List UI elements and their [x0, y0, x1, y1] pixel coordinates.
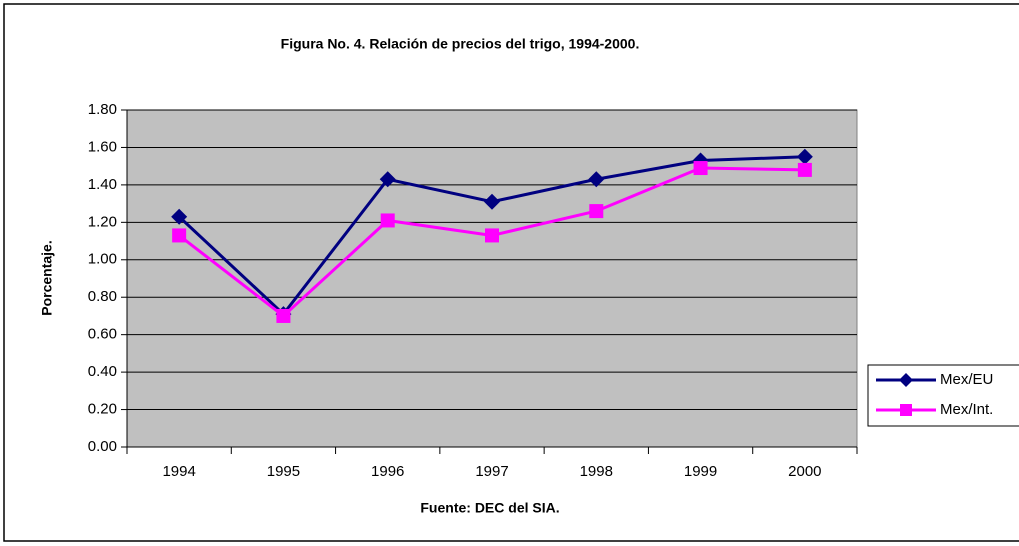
plot-area [126, 109, 858, 448]
chart-title: Figura No. 4. Relación de precios del tr… [281, 36, 640, 52]
y-tick-label: 0.00 [88, 438, 117, 455]
marker [171, 208, 188, 225]
x-tick-label: 1998 [580, 463, 613, 480]
legend-marker [899, 373, 913, 387]
marker [797, 162, 812, 177]
y-tick-label: 0.20 [88, 401, 117, 418]
x-tick-label: 1999 [684, 463, 717, 480]
x-tick-label: 1997 [475, 463, 508, 480]
marker [380, 213, 395, 228]
legend-label: Mex/Int. [940, 401, 993, 418]
y-tick-label: 1.00 [88, 251, 117, 268]
x-tick-label: 1994 [162, 463, 195, 480]
y-tick-label: 1.20 [88, 213, 117, 230]
marker [276, 308, 291, 323]
marker [588, 171, 605, 188]
y-tick-label: 0.60 [88, 326, 117, 343]
legend-box [867, 364, 1019, 427]
y-tick-label: 1.80 [88, 101, 117, 118]
y-tick-label: 1.40 [88, 176, 117, 193]
y-tick-label: 0.40 [88, 363, 117, 380]
marker [485, 228, 499, 243]
y-tick-label: 0.80 [88, 288, 117, 305]
x-axis-label: Fuente: DEC del SIA. [420, 500, 559, 516]
marker [693, 161, 708, 176]
marker [796, 148, 813, 165]
legend-label: Mex/EU [940, 371, 993, 388]
x-tick-label: 2000 [788, 463, 821, 480]
marker [589, 204, 604, 219]
y-tick-label: 1.60 [88, 138, 117, 155]
legend-marker [900, 404, 912, 416]
marker [172, 228, 187, 243]
y-axis-label: Porcentaje. [39, 240, 55, 315]
marker [379, 171, 396, 188]
marker [484, 193, 500, 210]
x-tick-label: 1995 [267, 463, 300, 480]
x-tick-label: 1996 [371, 463, 404, 480]
